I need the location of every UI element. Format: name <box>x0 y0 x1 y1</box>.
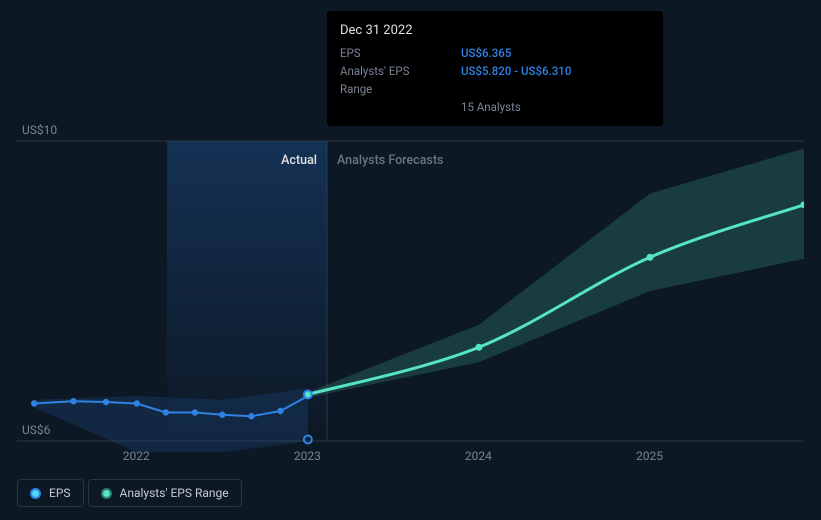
x-tick-label: 2023 <box>294 449 321 463</box>
y-tick-label: US$6 <box>22 423 50 437</box>
tooltip-label: EPS <box>340 45 443 63</box>
tooltip-row: EPS US$6.365 <box>340 45 650 63</box>
legend-item-eps[interactable]: EPS <box>17 479 84 507</box>
tooltip-row: Analysts' EPS Range US$5.820 - US$6.310 <box>340 63 650 99</box>
tooltip-date: Dec 31 2022 <box>340 21 650 41</box>
chart-legend: EPS Analysts' EPS Range <box>17 479 242 507</box>
y-tick-label: US$10 <box>22 123 57 137</box>
chart-tooltip: Dec 31 2022 EPSUS$6.365Analysts' EPS Ran… <box>327 11 663 126</box>
tooltip-analyst-count: 15 Analysts <box>461 99 650 117</box>
tooltip-value: US$6.365 <box>461 45 511 63</box>
legend-swatch-range <box>101 488 112 499</box>
x-tick-label: 2025 <box>636 449 663 463</box>
tooltip-label: Analysts' EPS Range <box>340 63 443 99</box>
x-tick-label: 2024 <box>465 449 492 463</box>
legend-swatch-eps <box>30 488 41 499</box>
section-label-actual: Actual <box>281 153 317 168</box>
chart-container: Dec 31 2022 EPSUS$6.365Analysts' EPS Ran… <box>17 11 804 478</box>
tooltip-value: US$5.820 - US$6.310 <box>461 63 571 99</box>
x-tick-label: 2022 <box>123 449 150 463</box>
legend-label-eps: EPS <box>49 486 71 500</box>
legend-item-range[interactable]: Analysts' EPS Range <box>88 479 242 507</box>
section-label-forecast: Analysts Forecasts <box>337 153 443 168</box>
legend-label-range: Analysts' EPS Range <box>120 486 229 500</box>
